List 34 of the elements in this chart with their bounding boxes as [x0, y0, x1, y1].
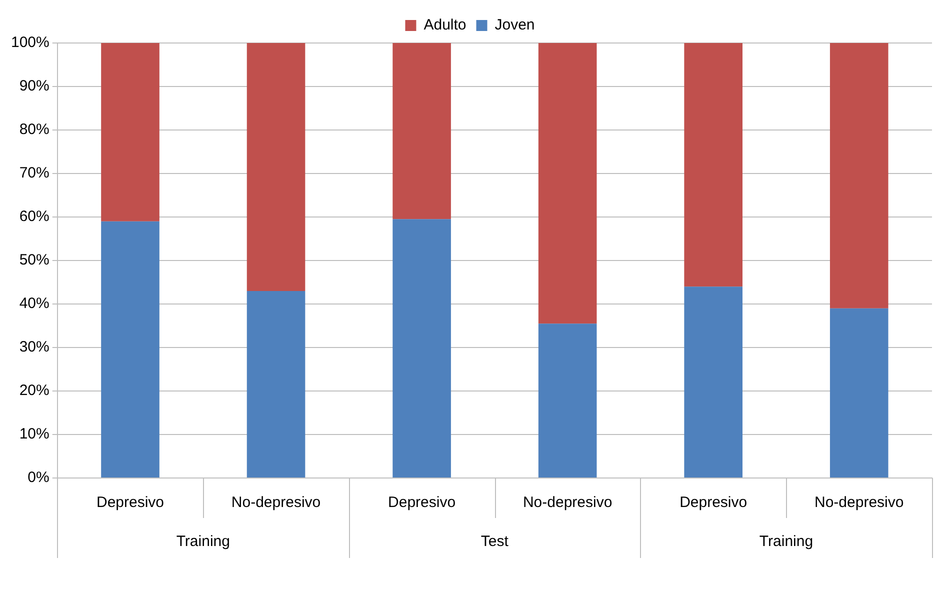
- y-tick-label: 70%: [19, 164, 50, 182]
- y-tick-label: 60%: [19, 208, 50, 226]
- text: Training: [759, 533, 814, 550]
- y-tick-label: 30%: [19, 338, 50, 356]
- legend-label: Joven: [494, 16, 535, 34]
- y-tick-label: 40%: [19, 295, 50, 312]
- bar: [392, 219, 451, 478]
- bar: [101, 221, 160, 478]
- x-tick-label: No-depresivo: [814, 494, 904, 512]
- bar: [684, 43, 742, 287]
- x-tick-label: No-depresivo: [231, 494, 321, 512]
- legend-label: Adulto: [424, 16, 466, 34]
- x-tick-label: No-depresivo: [522, 494, 612, 512]
- x-tick-label: Depresivo: [680, 494, 748, 512]
- bar: [538, 324, 597, 478]
- bar: [246, 290, 306, 478]
- bar: [830, 308, 888, 478]
- y-tick-label: 10%: [19, 426, 50, 443]
- x-tick-label: Depresivo: [388, 494, 456, 512]
- text: Training: [176, 533, 230, 550]
- y-tick-label: 90%: [19, 78, 50, 95]
- y-tick-label: 20%: [19, 382, 50, 400]
- y-tick-label: 100%: [10, 34, 50, 52]
- bar: [101, 43, 160, 222]
- y-tick-label: 80%: [19, 121, 50, 138]
- bar: [830, 43, 888, 308]
- bar: [392, 43, 451, 220]
- text: Test: [480, 533, 510, 550]
- bar: [246, 43, 306, 291]
- bar: [684, 286, 742, 478]
- y-tick-label: 0%: [28, 469, 50, 486]
- x-tick-label: Depresivo: [96, 494, 164, 512]
- y-tick-label: 50%: [19, 252, 50, 269]
- bar: [538, 43, 597, 324]
